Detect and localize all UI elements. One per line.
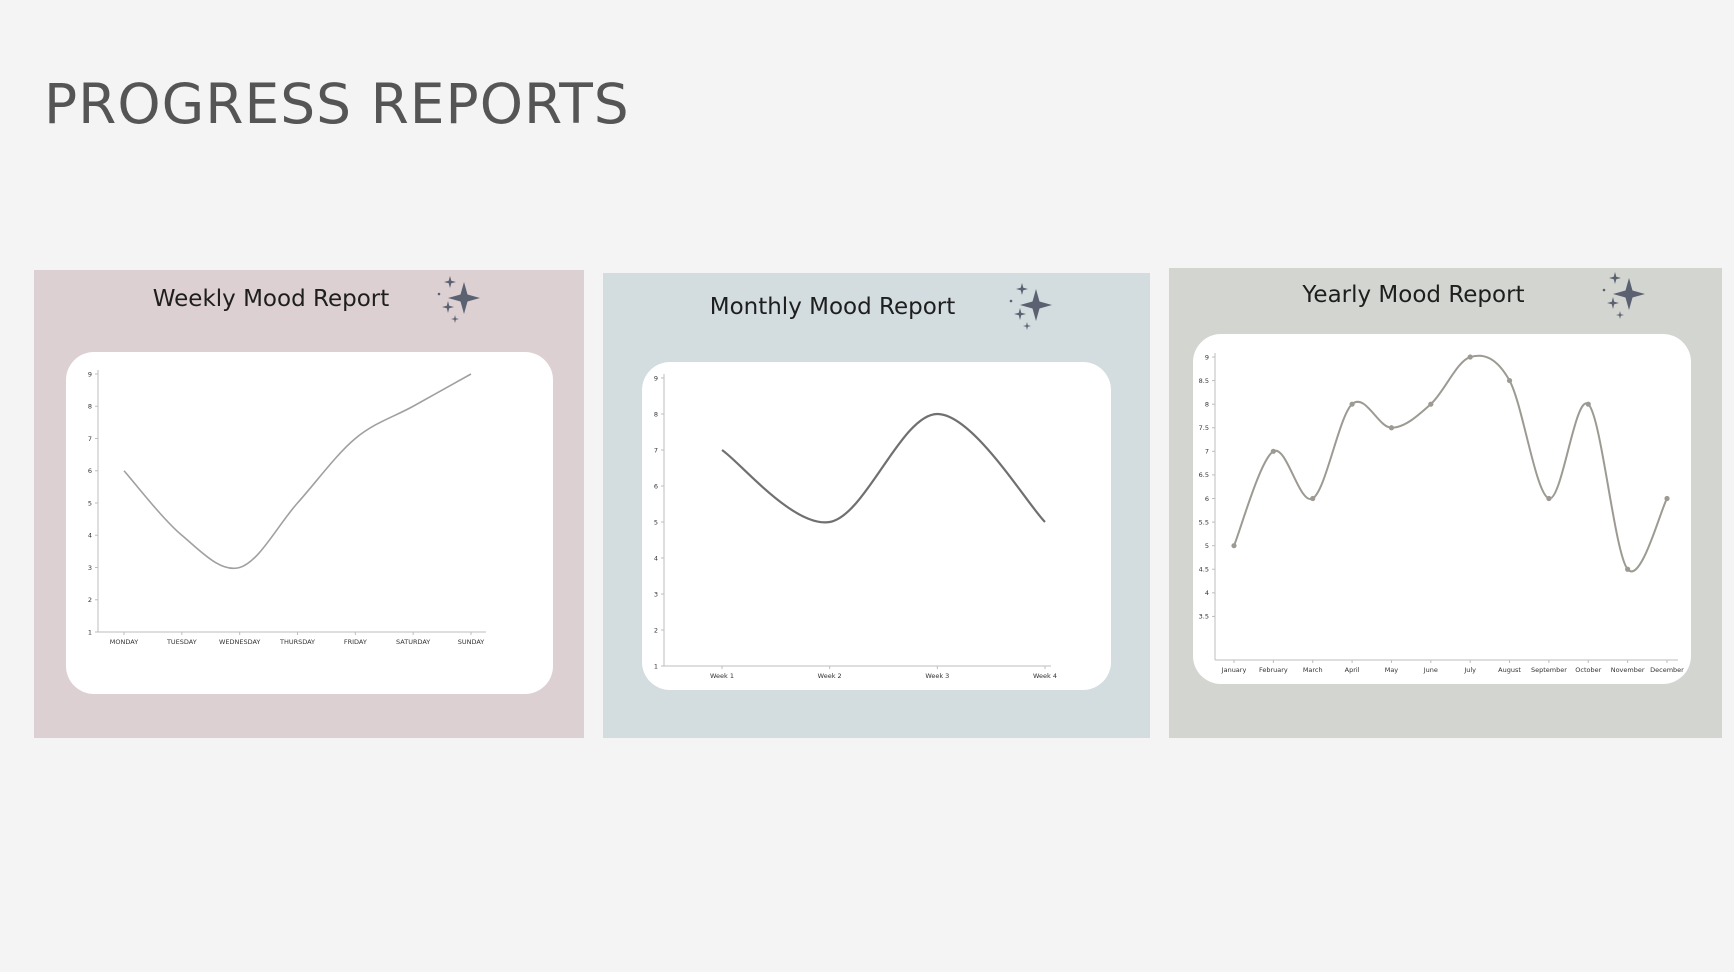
x-tick-label: August (1498, 666, 1521, 674)
y-tick-label: 9 (88, 370, 92, 378)
series-line (721, 412, 1046, 524)
y-tick-label: 7 (654, 446, 658, 454)
y-tick-label: 6 (88, 467, 92, 475)
y-tick-label: 4 (88, 532, 92, 540)
page-title: PROGRESS REPORTS (44, 72, 630, 136)
weekly-report-panel: Weekly Mood Report 1 2 3 4 5 6 7 8 9 MONDAY TUESDA… (34, 270, 584, 738)
x-tick-label: September (1531, 666, 1567, 674)
y-tick-label: 6 (1205, 495, 1209, 503)
data-point (1625, 566, 1631, 572)
series-line (1233, 354, 1668, 573)
series-line (123, 373, 472, 570)
data-point (1388, 425, 1395, 431)
y-tick-label: 3.5 (1199, 613, 1209, 621)
yearly-chart-card: 3.5 4 4.5 5 5.5 6 6.5 7 7.5 8 8.5 9 January February M… (1193, 334, 1691, 684)
monthly-mood-chart: 1 2 3 4 5 6 7 8 9 Week 1 Week 2 Week 3 Week 4 (654, 374, 1057, 680)
x-tick-label: June (1423, 666, 1438, 674)
y-tick-label: 5 (1205, 542, 1209, 550)
data-point (1270, 448, 1276, 454)
x-tick-label: MONDAY (110, 638, 138, 646)
y-tick-label: 8 (654, 410, 658, 418)
y-tick-label: 2 (654, 626, 658, 634)
sparkle-icon (437, 276, 480, 323)
data-point (1467, 354, 1473, 360)
y-tick-label: 7 (88, 435, 92, 443)
y-tick-label: 5 (88, 499, 92, 507)
x-tick-label: Week 1 (710, 672, 734, 680)
y-tick-label: 6 (654, 482, 658, 490)
data-point (1585, 401, 1591, 407)
y-tick-label: 8.5 (1199, 377, 1209, 385)
y-tick-label: 7 (1205, 448, 1209, 456)
y-tick-label: 4.5 (1199, 566, 1209, 574)
y-tick-label: 1 (654, 662, 658, 670)
y-tick-label: 9 (654, 374, 658, 382)
x-tick-label: Week 4 (1033, 672, 1057, 680)
weekly-chart-card: 1 2 3 4 5 6 7 8 9 MONDAY TUESDAY WEDNESDAY THURSDAY F… (66, 352, 553, 694)
x-tick-label: SATURDAY (396, 638, 430, 646)
x-tick-label: Week 3 (925, 672, 949, 680)
x-tick-label: FRIDAY (344, 638, 367, 646)
y-tick-label: 8 (88, 403, 92, 411)
data-point (1349, 401, 1355, 407)
x-tick-label: May (1385, 666, 1399, 674)
x-tick-label: SUNDAY (458, 638, 485, 646)
x-tick-label: February (1259, 666, 1288, 674)
yearly-mood-chart: 3.5 4 4.5 5 5.5 6 6.5 7 7.5 8 8.5 9 January February M… (1199, 353, 1684, 674)
monthly-report-panel: Monthly Mood Report 1 2 3 4 5 6 7 8 9 Week 1 Week … (603, 273, 1150, 738)
x-tick-label: April (1345, 666, 1360, 674)
data-point (1231, 543, 1237, 549)
x-tick-label: December (1650, 666, 1684, 674)
x-tick-label: July (1463, 666, 1476, 674)
y-tick-label: 6.5 (1199, 471, 1209, 479)
x-tick-label: March (1303, 666, 1323, 674)
y-tick-label: 2 (88, 596, 92, 604)
y-tick-label: 1 (88, 628, 92, 636)
x-tick-label: Week 2 (818, 672, 842, 680)
data-point (1664, 495, 1670, 502)
x-tick-label: WEDNESDAY (219, 638, 260, 646)
y-tick-label: 3 (88, 564, 92, 572)
data-point (1310, 495, 1316, 502)
y-tick-label: 4 (654, 554, 658, 562)
x-tick-label: TUESDAY (166, 638, 197, 646)
y-tick-label: 5 (654, 518, 658, 526)
y-tick-label: 4 (1205, 589, 1209, 597)
y-tick-label: 5.5 (1199, 518, 1209, 526)
monthly-chart-card: 1 2 3 4 5 6 7 8 9 Week 1 Week 2 Week 3 Week 4 (642, 362, 1111, 690)
y-tick-label: 7.5 (1199, 424, 1209, 432)
sparkle-icon (1602, 272, 1645, 319)
y-tick-label: 9 (1205, 353, 1209, 361)
x-tick-label: November (1611, 666, 1645, 674)
x-tick-label: October (1575, 666, 1601, 674)
y-tick-label: 3 (654, 590, 658, 598)
data-point (1546, 495, 1552, 502)
x-tick-label: THURSDAY (279, 638, 315, 646)
yearly-report-panel: Yearly Mood Report 3.5 4 4.5 5 5.5 6 6.5 7 7.5 8 8… (1169, 268, 1722, 738)
x-tick-label: January (1221, 666, 1247, 674)
sparkle-icon (1009, 283, 1052, 330)
data-point (1428, 401, 1434, 407)
y-tick-label: 8 (1205, 400, 1209, 408)
data-point (1506, 377, 1513, 384)
weekly-mood-chart: 1 2 3 4 5 6 7 8 9 MONDAY TUESDAY WEDNESDAY THURSDAY F… (88, 370, 486, 646)
